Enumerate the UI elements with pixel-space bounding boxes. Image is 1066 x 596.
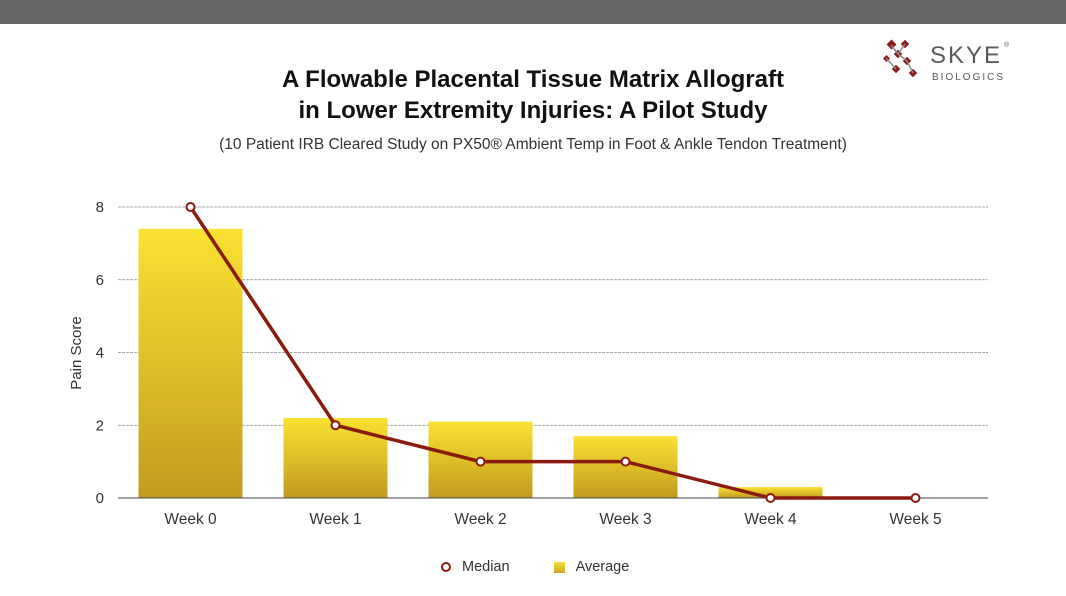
median-point [620, 456, 631, 467]
logo-mark-icon [882, 39, 918, 78]
logo-name: SKYE [930, 42, 1003, 69]
average-bar [573, 436, 678, 498]
y-tick-label: 8 [96, 199, 104, 216]
average-bars [138, 228, 823, 498]
chart-title-line-1: A Flowable Placental Tissue Matrix Allog… [282, 66, 784, 93]
median-point [185, 202, 196, 212]
median-point [330, 420, 341, 431]
grid-lines [118, 206, 988, 426]
x-tick-label: Week 4 [744, 511, 797, 528]
axes: 0 2 4 6 8 Week 0 Week 1 Week 2 Week 3 Week 4 Week … [96, 199, 988, 528]
skye-biologics-logo: SKYE ® BIOLOGICS [880, 38, 1030, 88]
median-point [910, 493, 921, 503]
x-tick-label: Week 1 [309, 511, 361, 528]
legend-item-median: Median [440, 559, 510, 575]
x-tick-label: Week 5 [889, 511, 941, 528]
median-series-line [189, 206, 916, 500]
y-axis-label: Pain Score [68, 316, 85, 389]
average-bar [138, 228, 243, 498]
legend-average-label: Average [575, 559, 630, 575]
legend-median-label: Median [462, 559, 510, 575]
y-tick-label: 4 [96, 345, 104, 362]
y-tick-label: 6 [96, 272, 104, 289]
average-bar [718, 487, 823, 498]
legend-item-average: Average [553, 559, 630, 575]
median-point [765, 493, 776, 503]
x-tick-label: Week 2 [454, 511, 506, 528]
logo-subtitle: BIOLOGICS [932, 72, 1006, 83]
x-tick-label: Week 3 [599, 511, 651, 528]
legend-median-marker-icon [440, 561, 452, 573]
y-tick-label: 0 [96, 490, 104, 507]
chart-subtitle: (10 Patient IRB Cleared Study on PX50® A… [219, 136, 847, 153]
top-bar [0, 0, 1066, 24]
median-point [475, 456, 486, 467]
y-tick-label: 2 [96, 417, 104, 434]
median-line [185, 202, 921, 503]
logo-registered-mark: ® [1004, 42, 1010, 49]
x-tick-label: Week 0 [164, 511, 217, 528]
average-bar [283, 417, 388, 498]
chart-title: A Flowable Placental Tissue Matrix Allog… [0, 64, 1066, 126]
chart-title-line-2: in Lower Extremity Injuries: A Pilot Stu… [298, 97, 768, 124]
chart-legend: Median Average [440, 557, 673, 577]
legend-average-swatch [553, 561, 565, 573]
